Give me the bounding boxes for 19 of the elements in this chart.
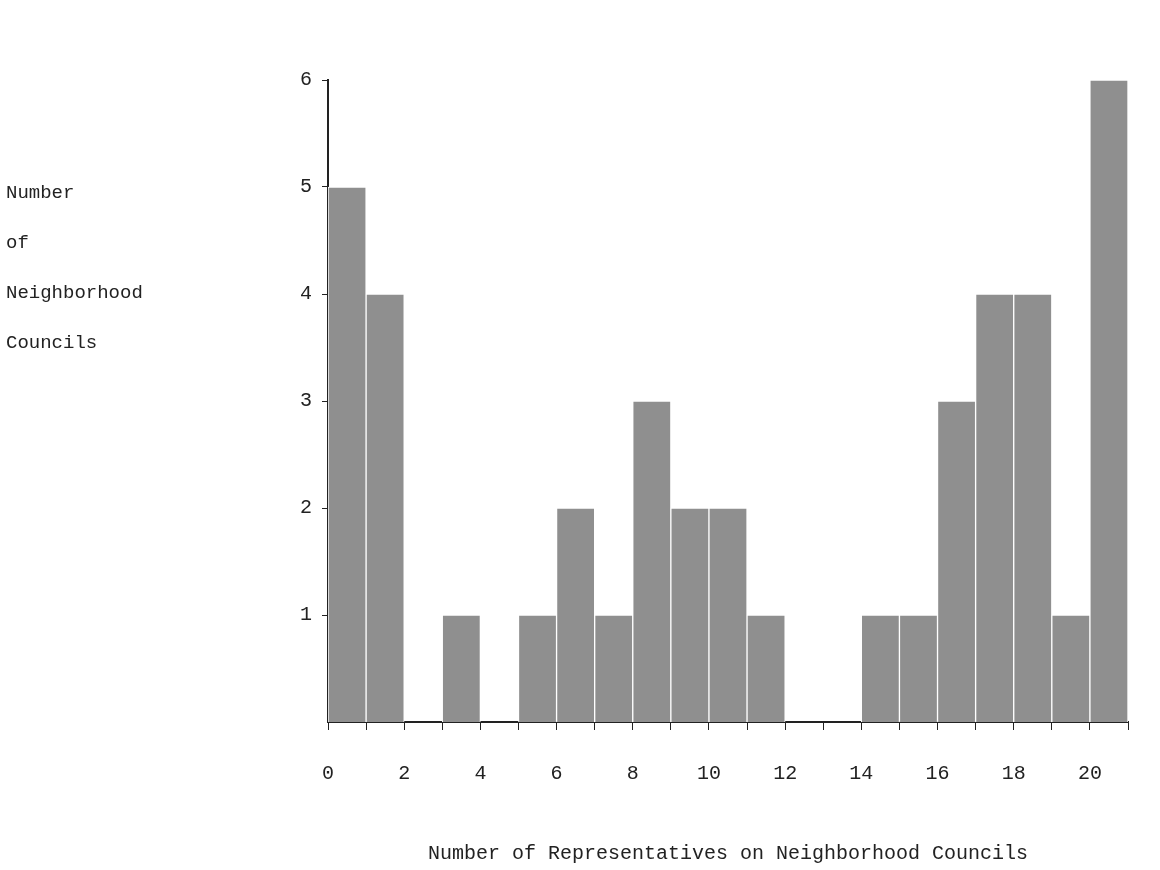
x-tick-label: 20	[1077, 762, 1102, 786]
x-tick-label: 8	[626, 762, 639, 786]
y-tick-label: 4	[299, 282, 312, 306]
x-tick-label: 10	[696, 762, 721, 786]
x-tick-label: 4	[474, 762, 487, 786]
x-tick-label: 14	[849, 762, 874, 786]
y-tick-label: 5	[299, 175, 312, 199]
x-tick-label: 2	[398, 762, 411, 786]
y-tick-label: 2	[299, 496, 312, 520]
x-tick-label: 16	[925, 762, 950, 786]
x-tick-label: 6	[550, 762, 563, 786]
y-tick-label: 1	[299, 603, 312, 627]
text: Number of Neighborhood Councils	[6, 182, 143, 354]
x-axis-title: Number of Representatives on Neighborhood Councils	[427, 842, 1029, 866]
x-tick-label: 18	[1001, 762, 1026, 786]
y-tick-label: 3	[299, 389, 312, 413]
y-tick-label: 6	[299, 68, 312, 92]
x-tick-label: 0	[321, 762, 335, 786]
x-tick-label: 12	[773, 762, 798, 786]
